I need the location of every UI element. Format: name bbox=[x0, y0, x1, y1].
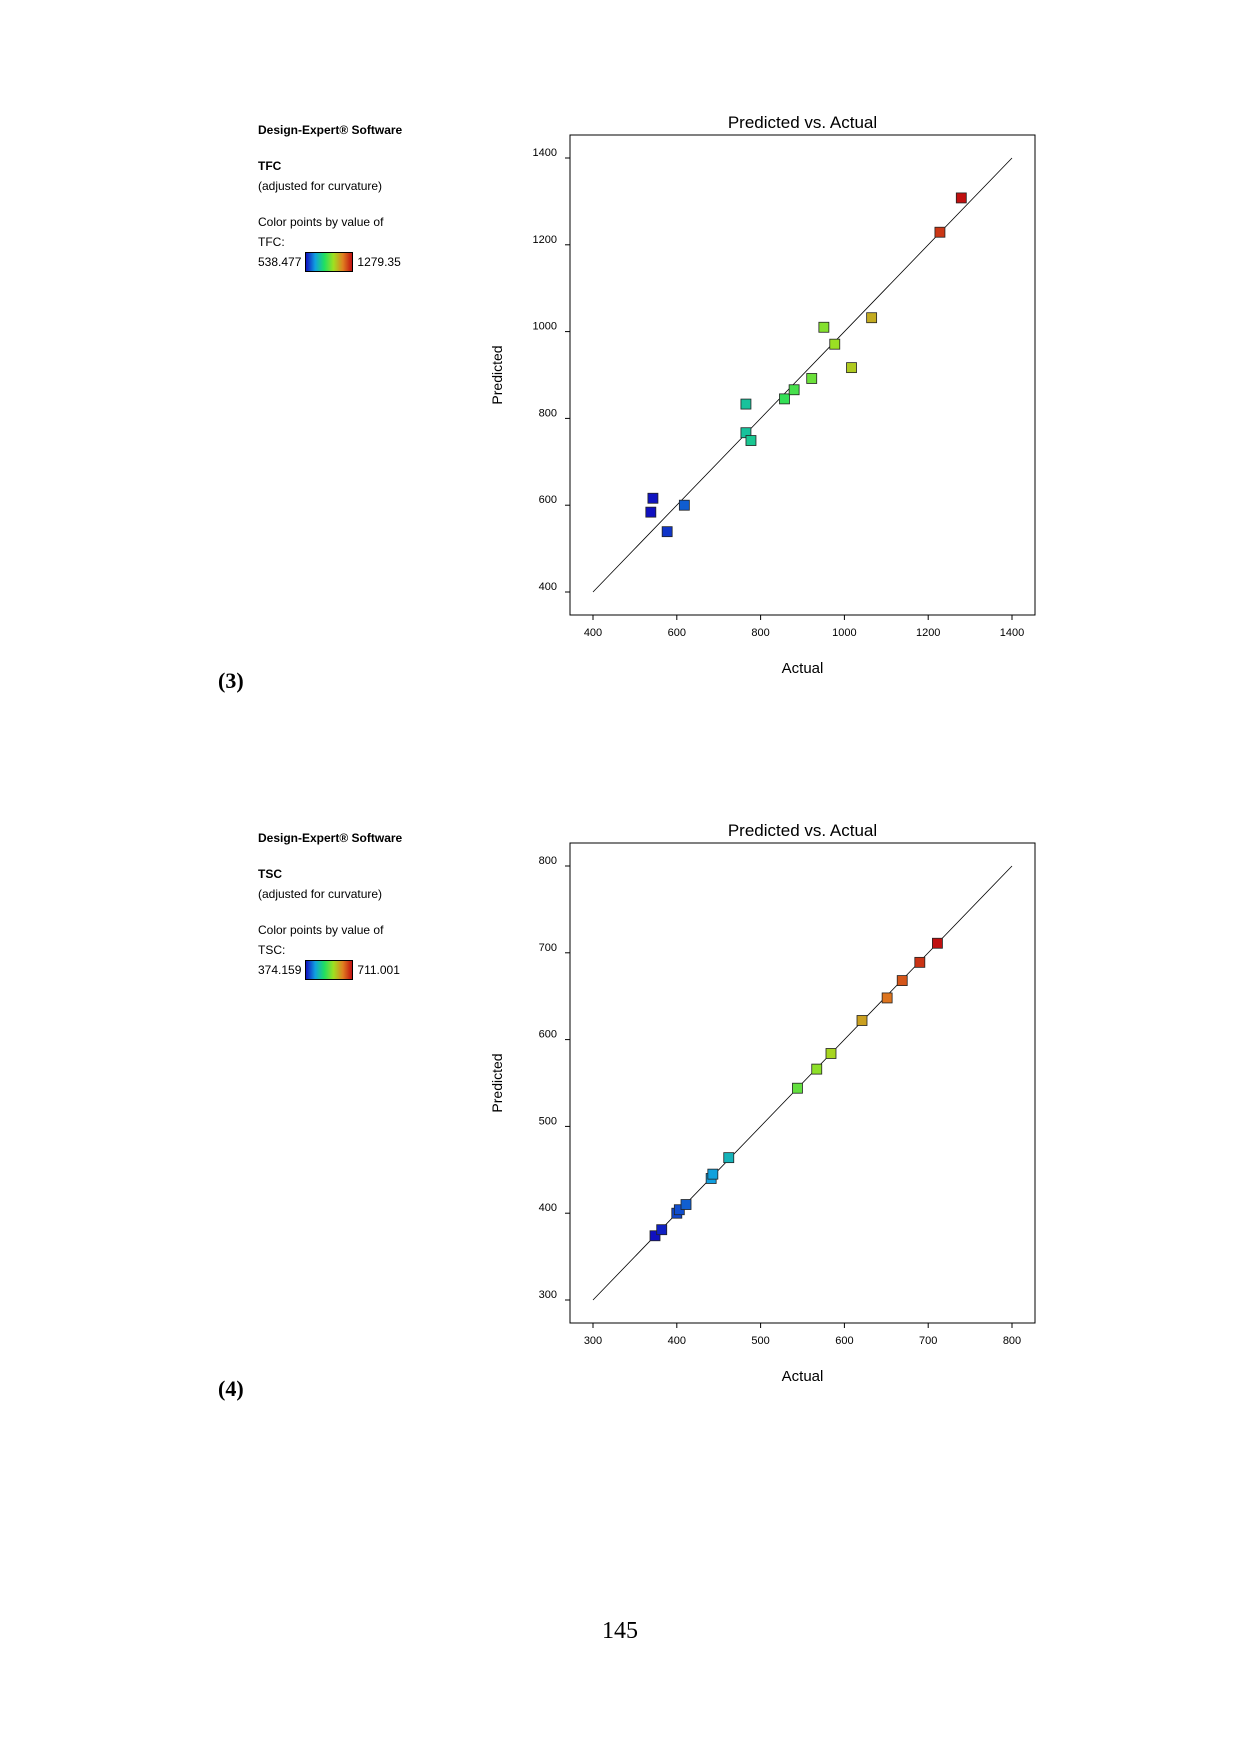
x-tick-label: 400 bbox=[668, 1335, 686, 1347]
design-expert-sidebar: Design-Expert® Software TSC (adjusted fo… bbox=[258, 828, 458, 980]
adjusted-note: (adjusted for curvature) bbox=[258, 179, 383, 193]
color-legend-min: 374.159 bbox=[258, 963, 302, 977]
color-by-variable: TSC: bbox=[258, 943, 286, 957]
x-tick-label: 600 bbox=[668, 627, 686, 639]
color-by-variable: TFC: bbox=[258, 235, 285, 249]
y-tick-label: 300 bbox=[539, 1289, 557, 1301]
x-axis-label: Actual bbox=[782, 1368, 824, 1385]
response-name: TFC bbox=[258, 159, 282, 173]
data-point bbox=[723, 1152, 735, 1164]
y-tick-label: 400 bbox=[539, 581, 557, 593]
data-point bbox=[656, 1224, 668, 1236]
response-name: TSC bbox=[258, 867, 282, 881]
data-point bbox=[825, 1048, 837, 1059]
software-label: Design-Expert® Software bbox=[258, 831, 403, 845]
y-tick-label: 800 bbox=[539, 855, 557, 867]
software-label: Design-Expert® Software bbox=[258, 123, 403, 137]
data-point bbox=[932, 937, 943, 949]
data-point bbox=[934, 226, 946, 238]
x-tick-label: 400 bbox=[584, 627, 602, 639]
y-tick-label: 1400 bbox=[533, 147, 557, 159]
y-tick-label: 600 bbox=[539, 1029, 557, 1041]
y-axis-label: Predicted bbox=[489, 345, 505, 404]
data-point bbox=[678, 499, 690, 511]
y-tick-label: 400 bbox=[539, 1202, 557, 1214]
color-legend-min: 538.477 bbox=[258, 255, 302, 269]
y-axis-label: Predicted bbox=[489, 1053, 505, 1112]
data-point bbox=[707, 1168, 719, 1180]
data-point bbox=[856, 1015, 868, 1026]
y-tick-label: 600 bbox=[539, 494, 557, 506]
x-tick-label: 1000 bbox=[832, 627, 856, 639]
y-tick-label: 1200 bbox=[533, 234, 557, 246]
design-expert-sidebar: Design-Expert® Software TFC (adjusted fo… bbox=[258, 120, 458, 272]
color-gradient-bar bbox=[305, 960, 354, 980]
color-gradient-bar bbox=[305, 252, 354, 272]
color-legend: 538.477 1279.35 bbox=[258, 252, 458, 272]
color-by-label: Color points by value of bbox=[258, 215, 384, 229]
data-point bbox=[661, 526, 673, 538]
data-point bbox=[896, 975, 908, 986]
data-point bbox=[788, 384, 800, 396]
x-tick-label: 300 bbox=[584, 1335, 602, 1347]
data-point bbox=[779, 393, 790, 405]
predicted-vs-actual-chart: Predicted vs. Actual 400 600 800 1000 1200 140… bbox=[489, 113, 1036, 677]
page-number: 145 bbox=[602, 1618, 638, 1644]
x-tick-label: 800 bbox=[1003, 1335, 1021, 1347]
data-point bbox=[649, 1230, 661, 1242]
data-point bbox=[680, 1199, 692, 1210]
x-tick-label: 600 bbox=[835, 1335, 853, 1347]
adjusted-note: (adjusted for curvature) bbox=[258, 887, 383, 901]
data-point bbox=[740, 398, 752, 410]
color-by-label: Color points by value of bbox=[258, 923, 384, 937]
data-point bbox=[881, 992, 893, 1004]
panel-label: (3) bbox=[218, 668, 244, 693]
data-point bbox=[792, 1082, 803, 1094]
figure-panel-3: Design-Expert® Software TFC (adjusted fo… bbox=[0, 100, 1240, 720]
x-tick-label: 1200 bbox=[916, 627, 940, 639]
data-point bbox=[647, 492, 659, 504]
y-tick-label: 700 bbox=[539, 942, 557, 954]
panel-label: (4) bbox=[218, 1376, 244, 1401]
data-point bbox=[645, 506, 657, 518]
data-point bbox=[846, 362, 857, 374]
plot-frame bbox=[569, 134, 1036, 616]
color-legend-max: 1279.35 bbox=[357, 255, 401, 269]
x-tick-label: 1400 bbox=[1000, 627, 1024, 639]
chart-title: Predicted vs. Actual bbox=[728, 113, 877, 132]
x-tick-label: 500 bbox=[751, 1335, 769, 1347]
predicted-vs-actual-chart: Predicted vs. Actual 300 400 500 600 700 800 30… bbox=[489, 821, 1036, 1385]
y-tick-label: 1000 bbox=[533, 321, 557, 333]
reference-line bbox=[592, 157, 1013, 593]
color-legend: 374.159 711.001 bbox=[258, 960, 458, 980]
figure-panel-4: Design-Expert® Software TSC (adjusted fo… bbox=[0, 808, 1240, 1428]
y-tick-label: 800 bbox=[539, 407, 557, 419]
color-legend-max: 711.001 bbox=[357, 963, 400, 977]
data-point bbox=[914, 956, 926, 968]
x-axis-label: Actual bbox=[782, 660, 824, 677]
data-point bbox=[866, 312, 878, 324]
plot-frame bbox=[569, 842, 1036, 1324]
data-point bbox=[829, 338, 841, 350]
data-point bbox=[806, 373, 818, 384]
x-tick-label: 700 bbox=[919, 1335, 937, 1347]
x-tick-label: 800 bbox=[751, 627, 769, 639]
data-point bbox=[745, 435, 757, 446]
data-point bbox=[955, 192, 967, 204]
y-tick-label: 500 bbox=[539, 1115, 557, 1127]
data-point bbox=[811, 1063, 823, 1075]
chart-title: Predicted vs. Actual bbox=[728, 821, 877, 840]
data-point bbox=[818, 321, 830, 333]
